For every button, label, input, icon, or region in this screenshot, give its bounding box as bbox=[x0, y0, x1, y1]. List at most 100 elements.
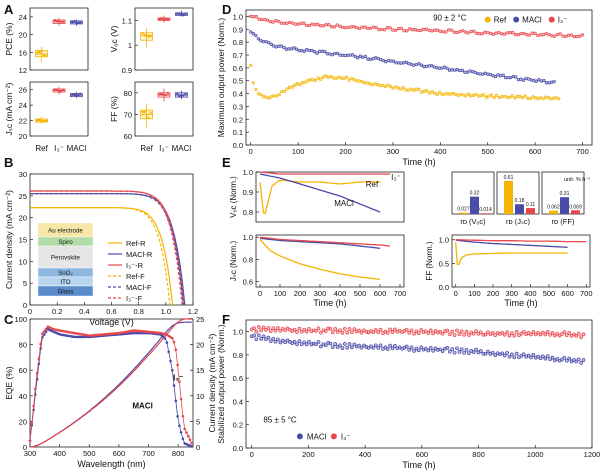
spo-point bbox=[256, 333, 261, 338]
spo-point bbox=[347, 342, 352, 346]
mpp-point bbox=[440, 92, 444, 97]
mpp-point bbox=[549, 80, 554, 84]
box-point bbox=[36, 51, 39, 54]
mpp-point bbox=[340, 53, 345, 57]
spo-point bbox=[502, 332, 507, 337]
mpp-point bbox=[521, 78, 526, 82]
mpp-point bbox=[313, 78, 318, 83]
spo-point bbox=[438, 347, 443, 352]
mpp-point bbox=[539, 79, 543, 83]
spo-point bbox=[295, 330, 299, 334]
panel-e-label-i3: I₃⁻ bbox=[391, 173, 401, 182]
mpp-point bbox=[435, 92, 439, 96]
box-point bbox=[143, 34, 146, 37]
mpp-point bbox=[296, 22, 300, 26]
rate-bar-value: 0.062 bbox=[547, 205, 560, 211]
mpp-point bbox=[274, 19, 278, 23]
spo-point bbox=[378, 343, 383, 348]
mpp-point bbox=[307, 23, 311, 28]
spo-point bbox=[414, 346, 419, 351]
mpp-point bbox=[447, 28, 451, 32]
box-point bbox=[162, 18, 166, 22]
mpp-point bbox=[391, 59, 396, 63]
device-layer-label: Glass bbox=[58, 289, 74, 296]
mpp-point bbox=[346, 25, 350, 30]
mpp-point bbox=[443, 92, 447, 96]
mpp-point bbox=[503, 75, 508, 80]
mpp-point bbox=[320, 49, 324, 53]
panel-e-label-macl: MACl bbox=[334, 199, 354, 208]
spo-point bbox=[431, 331, 435, 336]
mpp-point bbox=[352, 78, 356, 82]
spo-point bbox=[338, 328, 342, 333]
device-layer-label: ITO bbox=[60, 279, 70, 286]
spo-point bbox=[512, 355, 517, 360]
panel-c-y-tick-label: 100 bbox=[14, 315, 27, 324]
mpp-point bbox=[497, 30, 501, 35]
mpp-point bbox=[363, 54, 368, 59]
panel-d-xlabel: Time (h) bbox=[402, 157, 435, 167]
mpp-point bbox=[433, 28, 437, 32]
panel-b-y-tick-label: 0 bbox=[23, 301, 27, 310]
legend-label: Ref bbox=[494, 16, 507, 25]
mpp-point bbox=[486, 72, 490, 76]
mpp-point bbox=[351, 53, 355, 57]
panel-a-ylabel: Jₛᴄ (mA cm⁻²) bbox=[4, 82, 14, 135]
spo-point bbox=[388, 343, 392, 348]
panel-e-x-tick-label: 300 bbox=[314, 289, 327, 298]
spo-point bbox=[457, 332, 462, 336]
panel-e-y-tick-label: 1.0 bbox=[439, 236, 449, 245]
spo-point bbox=[445, 328, 450, 333]
mpp-point bbox=[445, 92, 450, 96]
mpp-point bbox=[287, 85, 292, 89]
spo-point bbox=[335, 330, 340, 334]
mpp-point bbox=[302, 21, 306, 25]
spo-point bbox=[340, 331, 345, 335]
spo-point bbox=[450, 347, 455, 351]
panel-b-y-tick-label: 15 bbox=[19, 236, 27, 245]
spo-point bbox=[445, 346, 450, 350]
legend-marker bbox=[548, 16, 555, 23]
mpp-point bbox=[410, 28, 415, 32]
panel-e-y-tick-label: 0.0 bbox=[439, 283, 449, 292]
mpp-point bbox=[396, 86, 400, 90]
mpp-point bbox=[357, 79, 362, 83]
mpp-point bbox=[394, 28, 398, 33]
box-point bbox=[73, 20, 76, 23]
mpp-point bbox=[327, 23, 331, 27]
spo-point bbox=[493, 353, 498, 358]
panel-f-xlabel: Time (h) bbox=[402, 460, 435, 470]
mpp-point bbox=[288, 20, 292, 25]
mpp-point bbox=[578, 34, 582, 38]
mpp-point bbox=[566, 33, 571, 37]
mpp-point bbox=[399, 26, 403, 31]
legend-marker bbox=[296, 433, 303, 440]
mpp-point bbox=[555, 32, 560, 37]
spo-point bbox=[266, 335, 271, 340]
panel-e-x-tick-label: 700 bbox=[394, 289, 407, 298]
stability-curve bbox=[259, 179, 380, 215]
panel-e-y-tick-label: 1.0 bbox=[243, 168, 253, 177]
panel-b-xlabel: Voltage (V) bbox=[89, 317, 134, 327]
spo-point bbox=[304, 329, 309, 334]
mpp-point bbox=[483, 30, 487, 34]
spo-point bbox=[330, 330, 335, 335]
box-point bbox=[77, 94, 80, 97]
spo-point bbox=[581, 332, 586, 337]
legend-label: I₃⁻-F bbox=[126, 294, 143, 303]
spo-point bbox=[500, 330, 505, 335]
mpp-point bbox=[377, 27, 381, 32]
device-layer-label: Spiro bbox=[58, 239, 73, 246]
mpp-point bbox=[373, 82, 377, 86]
spo-point bbox=[273, 328, 278, 333]
mpp-point bbox=[491, 73, 495, 78]
rate-bar bbox=[459, 212, 468, 214]
rate-bar-value: 0.18 bbox=[515, 198, 525, 204]
spo-point bbox=[428, 346, 433, 350]
box-point bbox=[160, 92, 164, 95]
mpp-point bbox=[407, 88, 411, 92]
mpp-point bbox=[276, 19, 281, 24]
mpp-point bbox=[306, 79, 310, 83]
mpp-point bbox=[334, 76, 338, 81]
mpp-point bbox=[349, 25, 353, 29]
